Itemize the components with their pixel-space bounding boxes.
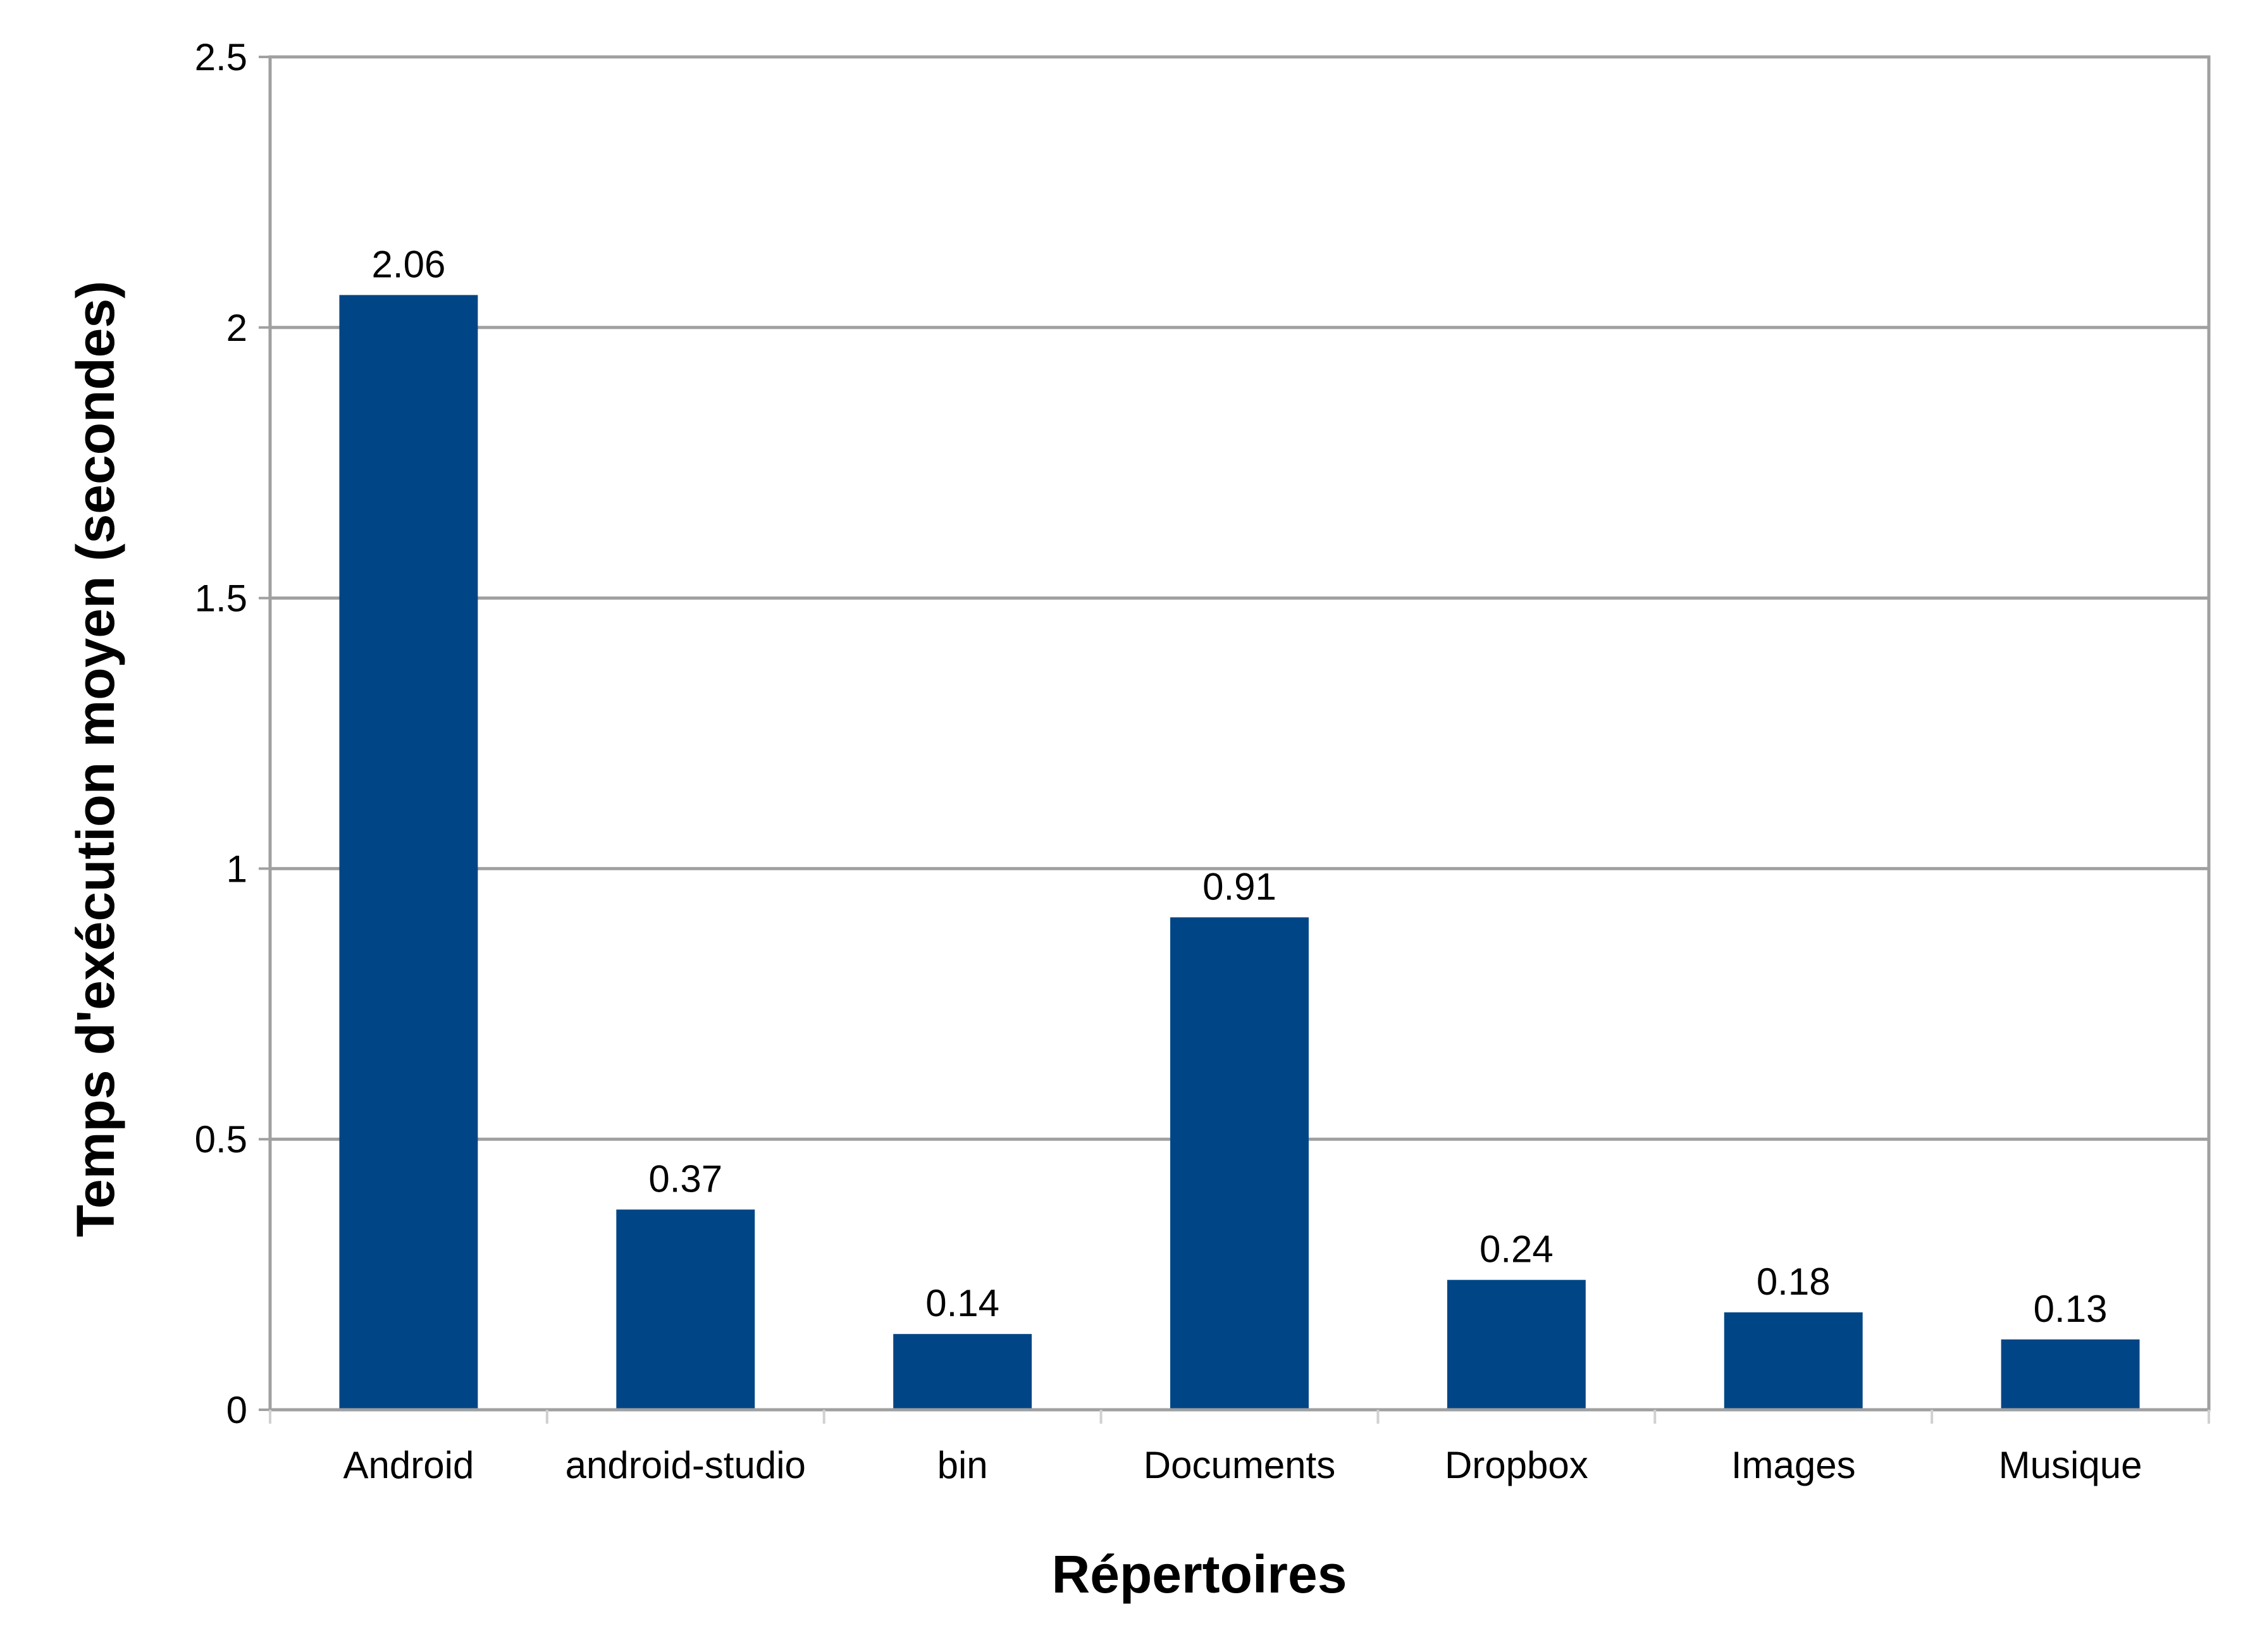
x-tick-label: Android	[343, 1444, 474, 1486]
data-label: 0.18	[1757, 1261, 1831, 1303]
y-tick-label: 1	[226, 848, 247, 890]
y-axis-title: Temps d'exécution moyen (secondes)	[66, 281, 125, 1237]
x-tick-label: android-studio	[565, 1444, 806, 1486]
y-tick-label: 2.5	[195, 36, 247, 78]
bar-bin	[893, 1334, 1032, 1410]
y-tick-label: 0	[226, 1389, 247, 1431]
y-tick-label: 2	[226, 307, 247, 349]
axes	[259, 55, 2211, 1424]
x-tick-label: Dropbox	[1445, 1444, 1588, 1486]
bar-musique	[2001, 1339, 2140, 1410]
y-tick-labels: 0 0.5 1 1.5 2 2.5	[195, 36, 247, 1431]
data-label: 0.91	[1202, 865, 1276, 908]
data-labels: 2.06 0.37 0.14 0.91 0.24 0.18 0.13	[372, 243, 2108, 1329]
data-label: 0.13	[2034, 1288, 2108, 1330]
bar-documents	[1170, 917, 1309, 1410]
bar-images	[1724, 1312, 1863, 1410]
x-tick-label: Documents	[1144, 1444, 1335, 1486]
data-label: 0.37	[648, 1157, 722, 1200]
bars	[339, 295, 2140, 1410]
x-tick-label: Musique	[1999, 1444, 2142, 1486]
x-tick-labels: Android android-studio bin Documents Dropbox…	[343, 1444, 2142, 1486]
y-tick-label: 1.5	[195, 577, 247, 620]
x-tick-label: Images	[1731, 1444, 1856, 1486]
bar-android-studio	[616, 1209, 755, 1410]
x-axis-title: Répertoires	[1052, 1544, 1347, 1604]
data-label: 0.24	[1480, 1228, 1554, 1271]
bar-dropbox	[1447, 1279, 1586, 1410]
y-tick-label: 0.5	[195, 1118, 247, 1161]
data-label: 0.14	[925, 1282, 999, 1324]
data-label: 2.06	[372, 243, 446, 285]
bar-android	[339, 295, 478, 1410]
x-tick-label: bin	[937, 1444, 988, 1486]
plot-border	[268, 55, 2211, 1412]
